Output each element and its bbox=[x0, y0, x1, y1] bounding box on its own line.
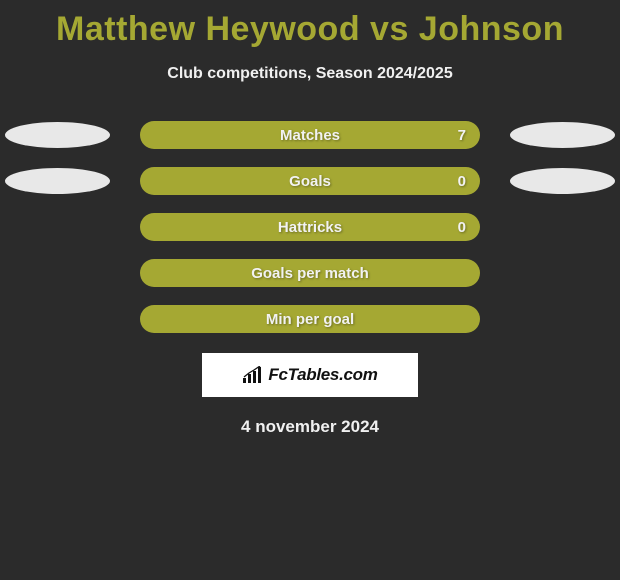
subtitle: Club competitions, Season 2024/2025 bbox=[0, 65, 620, 83]
left-ellipse bbox=[5, 168, 110, 194]
right-ellipse bbox=[510, 122, 615, 148]
stat-row: Goals per match bbox=[0, 259, 620, 287]
stat-pill: Goals 0 bbox=[140, 167, 480, 195]
stat-value: 0 bbox=[458, 219, 466, 236]
stat-pill: Matches 7 bbox=[140, 121, 480, 149]
stat-value: 7 bbox=[458, 127, 466, 144]
stat-row: Min per goal bbox=[0, 305, 620, 333]
date-label: 4 november 2024 bbox=[0, 417, 620, 437]
stat-pill: Hattricks 0 bbox=[140, 213, 480, 241]
stat-label: Goals per match bbox=[251, 265, 369, 282]
stat-row: Matches 7 bbox=[0, 121, 620, 149]
barchart-icon bbox=[242, 366, 264, 384]
stat-row: Hattricks 0 bbox=[0, 213, 620, 241]
page-title: Matthew Heywood vs Johnson bbox=[0, 0, 620, 49]
stat-row: Goals 0 bbox=[0, 167, 620, 195]
logo: FcTables.com bbox=[202, 353, 418, 397]
logo-text: FcTables.com bbox=[268, 365, 377, 385]
stat-label: Hattricks bbox=[278, 219, 342, 236]
stat-label: Matches bbox=[280, 127, 340, 144]
left-ellipse bbox=[5, 122, 110, 148]
stat-pill: Min per goal bbox=[140, 305, 480, 333]
stats-rows: Matches 7 Goals 0 Hattricks 0 Goals bbox=[0, 121, 620, 333]
stat-label: Min per goal bbox=[266, 311, 354, 328]
stat-value: 0 bbox=[458, 173, 466, 190]
stat-pill: Goals per match bbox=[140, 259, 480, 287]
comparison-card: Matthew Heywood vs Johnson Club competit… bbox=[0, 0, 620, 580]
right-ellipse bbox=[510, 168, 615, 194]
stat-label: Goals bbox=[289, 173, 331, 190]
